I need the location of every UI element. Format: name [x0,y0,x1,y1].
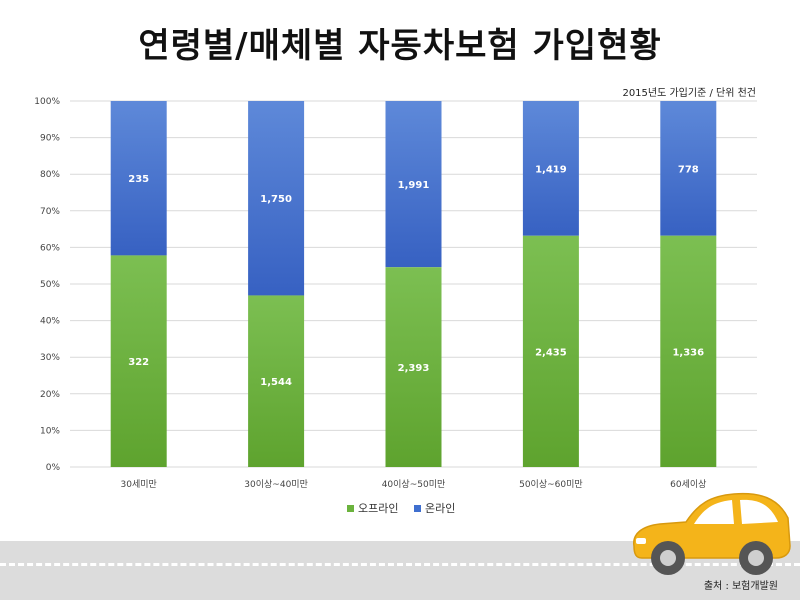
y-tick-label: 100% [34,97,60,107]
x-tick-label: 30세미만 [121,479,157,490]
data-label-offline: 1,544 [260,377,292,388]
x-tick-label: 60세이상 [670,479,706,490]
bar-online [385,101,442,268]
legend-label: 온라인 [425,502,455,515]
data-label-online: 778 [678,164,699,175]
bar-online [522,101,579,236]
road-dashed-line [0,563,800,566]
bar-offline [385,267,442,467]
bar-offline [248,295,305,467]
data-label-online: 1,419 [535,164,567,175]
x-tick-label: 30이상~40미만 [244,479,308,490]
data-label-online: 1,750 [260,194,292,205]
y-tick-label: 60% [40,243,60,253]
stacked-bar-chart: 0% 10% 20% 30% 40% 50% 60% 70% 80% 90% 100% 235 322 3… [34,97,757,515]
data-label-offline: 1,336 [672,347,704,358]
data-label-offline: 322 [128,357,149,368]
y-tick-label: 40% [40,317,60,327]
data-label-offline: 2,435 [535,347,567,358]
source-note: 출처 : 보험개발원 [703,581,778,592]
chart-title: 연령별/매체별 자동차보험 가입현황 [138,26,662,66]
y-tick-label: 80% [40,170,60,180]
data-label-online: 235 [128,174,149,185]
unit-note: 2015년도 가입기준 / 단위 천건 [622,88,756,99]
y-tick-label: 0% [46,463,61,473]
bar-online [660,101,717,236]
legend-label: 오프라인 [358,502,398,515]
y-tick-label: 30% [40,353,60,363]
y-tick-label: 20% [40,390,60,400]
y-tick-label: 70% [40,207,60,217]
bar-offline [660,235,717,467]
x-tick-label: 40이상~50미만 [382,479,446,490]
bar-online [248,101,305,296]
x-tick-label: 50이상~60미만 [519,479,583,490]
y-tick-label: 50% [40,280,60,290]
y-tick-label: 10% [40,426,60,436]
bar-offline [110,255,167,467]
data-label-online: 1,991 [398,180,430,191]
legend-swatch [347,505,354,512]
y-tick-label: 90% [40,134,60,144]
bar-offline [522,235,579,467]
bar-online [110,101,167,256]
data-label-offline: 2,393 [398,363,430,374]
legend-swatch [414,505,421,512]
car-illustration [633,492,791,575]
